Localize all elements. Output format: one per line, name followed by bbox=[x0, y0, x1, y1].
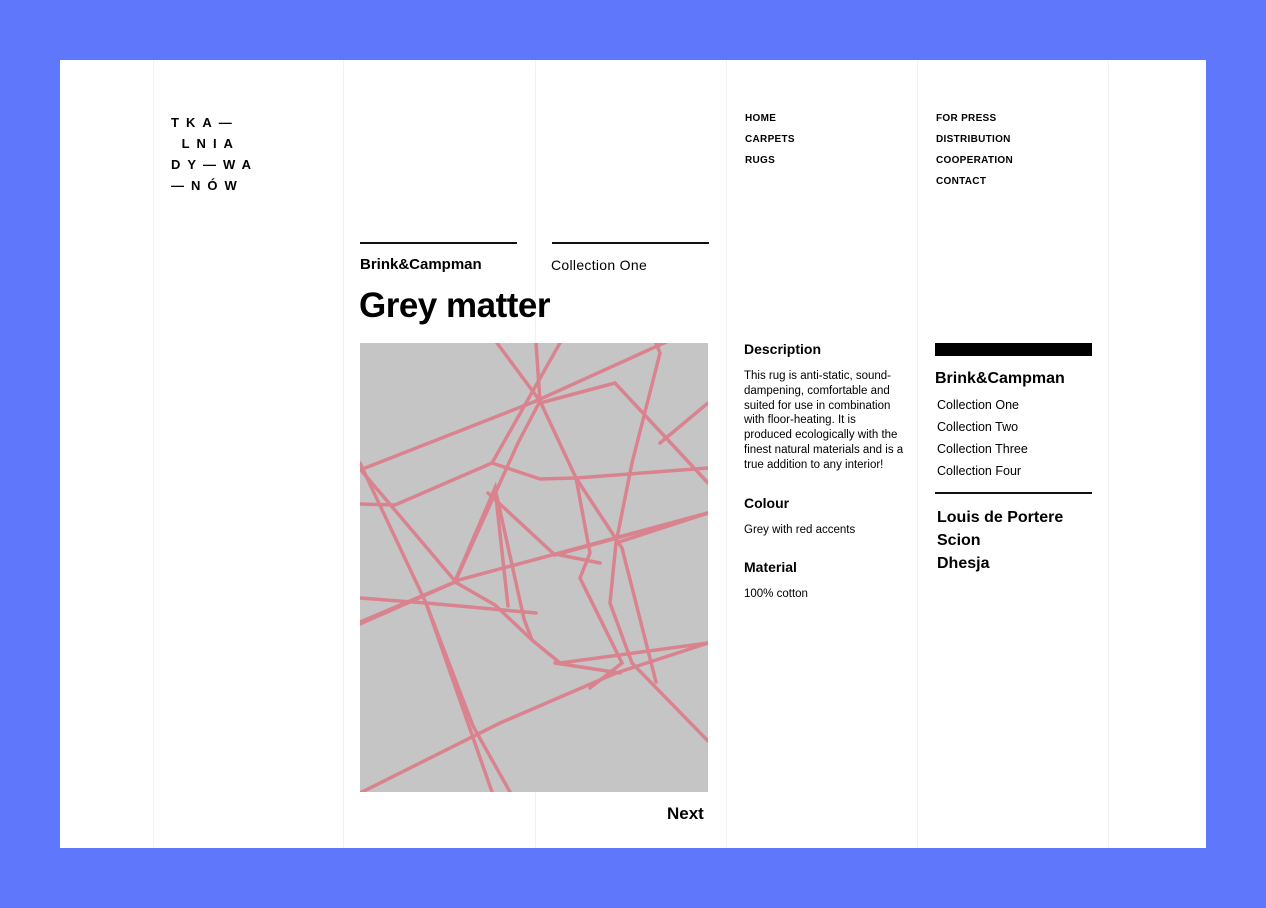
material-heading: Material bbox=[744, 559, 797, 576]
nav-rugs[interactable]: RUGS bbox=[745, 155, 776, 166]
sidebar-brand-louis-de-portere[interactable]: Louis de Portere bbox=[937, 509, 1064, 526]
nav-distribution[interactable]: DISTRIBUTION bbox=[936, 134, 1011, 145]
rug-image bbox=[360, 343, 708, 792]
divider bbox=[552, 242, 709, 244]
breadcrumb-collection[interactable]: Collection One bbox=[551, 257, 648, 273]
colour-heading: Colour bbox=[744, 494, 790, 511]
breadcrumb-brand[interactable]: Brink&Campman bbox=[360, 256, 482, 273]
description-heading: Description bbox=[744, 341, 822, 357]
sidebar-bar bbox=[935, 343, 1092, 356]
sidebar-collection-one[interactable]: Collection One bbox=[937, 398, 1019, 412]
logo[interactable]: TKA— LNIA DY—WA —NÓW bbox=[171, 115, 258, 193]
sidebar-brand-scion[interactable]: Scion bbox=[937, 532, 981, 549]
material-value: 100% cotton bbox=[744, 588, 808, 601]
colour-value: Grey with red accents bbox=[744, 523, 856, 536]
page-title: Grey matter bbox=[359, 286, 550, 325]
nav-cooperation[interactable]: COOPERATION bbox=[936, 155, 1014, 166]
description-text: This rug is anti-static, sound-dampening… bbox=[744, 370, 904, 471]
divider bbox=[360, 242, 517, 244]
sidebar-brand[interactable]: Brink&Campman bbox=[935, 370, 1065, 387]
product-details: Description This rug is anti-static, sou… bbox=[744, 341, 904, 602]
sidebar-collection-four[interactable]: Collection Four bbox=[937, 464, 1022, 478]
nav-carpets[interactable]: CARPETS bbox=[745, 134, 795, 145]
brand-sidebar: Brink&Campman Collection One Collection … bbox=[935, 343, 1092, 575]
nav-home[interactable]: HOME bbox=[745, 113, 777, 124]
main-nav-primary: HOME CARPETS RUGS bbox=[745, 108, 795, 171]
sidebar-collection-two[interactable]: Collection Two bbox=[937, 420, 1019, 434]
sidebar-collection-three[interactable]: Collection Three bbox=[937, 442, 1028, 456]
nav-contact[interactable]: CONTACT bbox=[936, 176, 987, 187]
divider bbox=[935, 492, 1092, 494]
main-nav-secondary: FOR PRESS DISTRIBUTION COOPERATION CONTA… bbox=[936, 108, 1013, 192]
nav-for-press[interactable]: FOR PRESS bbox=[936, 113, 997, 124]
next-button[interactable]: Next bbox=[667, 804, 704, 823]
sidebar-brand-dhesja[interactable]: Dhesja bbox=[937, 555, 990, 572]
page-panel: TKA— LNIA DY—WA —NÓW HOME CARPETS RUGS F… bbox=[60, 60, 1206, 848]
